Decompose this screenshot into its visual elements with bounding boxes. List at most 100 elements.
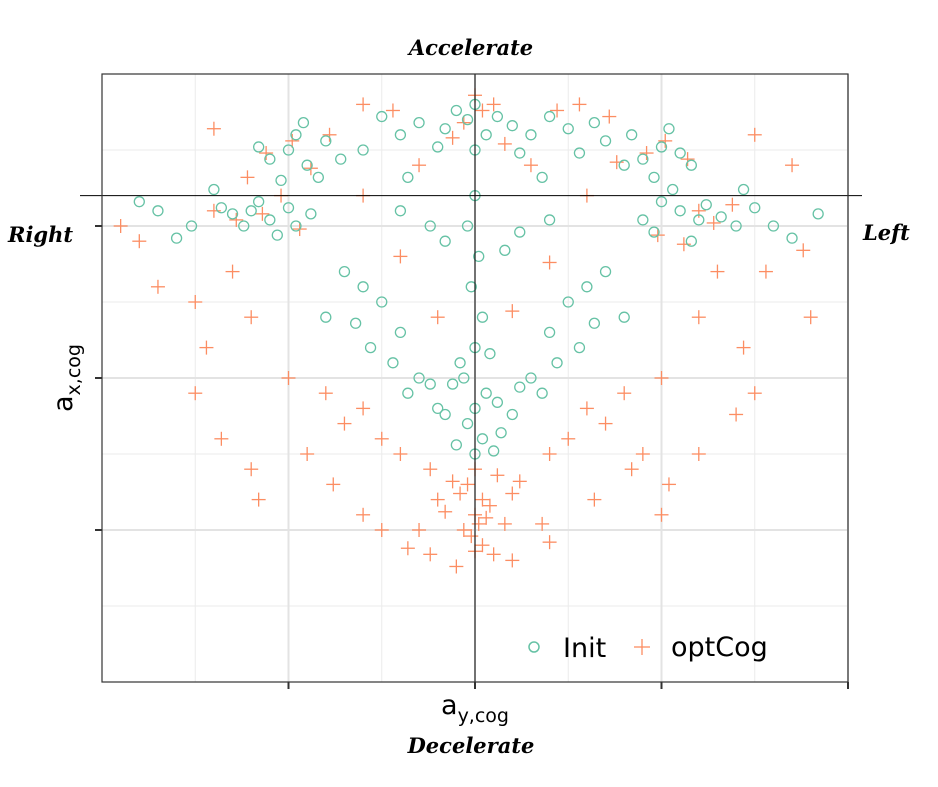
point-optcog	[475, 492, 490, 507]
point-optcog	[505, 304, 520, 319]
x-axis-label-sub: y,cog	[458, 705, 509, 727]
point-optcog	[654, 371, 669, 385]
point-optcog	[587, 492, 602, 507]
point-optcog	[486, 97, 501, 112]
point-optcog	[356, 507, 371, 522]
point-optcog	[423, 462, 438, 477]
point-init	[693, 214, 705, 226]
point-optcog	[803, 310, 818, 325]
point-optcog	[281, 371, 296, 385]
point-init	[514, 226, 526, 238]
point-init	[737, 183, 750, 196]
point-init	[376, 110, 388, 123]
point-init	[626, 129, 638, 141]
point-init	[648, 226, 660, 238]
point-optcog	[758, 264, 773, 279]
point-optcog	[609, 155, 624, 170]
point-init	[543, 214, 556, 226]
point-optcog	[658, 133, 673, 148]
point-optcog	[374, 523, 389, 537]
point-init	[465, 281, 477, 293]
point-init	[320, 135, 332, 147]
point-init	[618, 159, 630, 171]
point-init	[525, 129, 537, 141]
point-init	[245, 205, 257, 217]
point-optcog	[680, 152, 695, 167]
point-init	[588, 116, 601, 129]
point-init	[394, 129, 407, 141]
point-init	[506, 408, 518, 421]
point-init	[749, 202, 761, 214]
point-init	[357, 144, 369, 156]
point-optcog	[550, 103, 565, 118]
point-init	[450, 104, 463, 117]
point-optcog	[624, 462, 639, 477]
point-init	[476, 433, 489, 445]
point-optcog	[285, 133, 300, 148]
point-init	[170, 232, 183, 244]
point-optcog	[430, 310, 445, 325]
legend-marker-init	[528, 641, 540, 653]
point-optcog	[255, 206, 270, 221]
point-init	[599, 265, 612, 278]
point-optcog	[729, 407, 744, 422]
point-optcog	[400, 541, 415, 556]
point-init	[581, 281, 593, 293]
point-optcog	[385, 103, 400, 118]
point-init	[618, 311, 630, 323]
point-init	[424, 378, 436, 390]
point-optcog	[542, 447, 557, 461]
x-axis-label-main: a	[441, 690, 458, 721]
point-init	[786, 232, 798, 244]
point-optcog	[691, 447, 706, 461]
point-optcog	[542, 535, 557, 550]
point-init	[667, 183, 679, 196]
point-optcog	[337, 416, 352, 431]
point-optcog	[598, 416, 613, 431]
point-init	[454, 357, 466, 369]
point-init	[487, 445, 500, 457]
point-optcog	[132, 234, 147, 249]
point-optcog	[188, 386, 203, 401]
point-init	[506, 120, 518, 132]
y-axis-label: ax,cog	[48, 344, 85, 412]
point-init	[215, 202, 228, 214]
legend-label-init: Init	[563, 633, 606, 664]
point-optcog	[430, 492, 445, 507]
point-optcog	[356, 97, 371, 112]
point-init	[573, 147, 586, 159]
point-optcog	[113, 219, 128, 233]
point-init	[812, 208, 824, 220]
point-init	[599, 135, 612, 147]
point-optcog	[423, 547, 438, 562]
point-init	[413, 372, 425, 384]
point-init	[499, 244, 511, 256]
point-optcog	[725, 197, 740, 212]
point-init	[543, 326, 556, 339]
point-init	[271, 229, 283, 241]
point-init	[473, 250, 485, 263]
point-init	[376, 296, 388, 308]
point-init	[364, 341, 377, 354]
point-optcog	[602, 109, 617, 124]
point-optcog	[736, 340, 751, 355]
point-optcog	[486, 547, 501, 562]
point-optcog	[199, 340, 214, 355]
point-init	[446, 378, 459, 390]
point-init	[432, 402, 444, 415]
legend: Init optCog	[528, 632, 768, 664]
point-init	[663, 123, 675, 135]
point-optcog	[214, 431, 229, 446]
point-init	[491, 110, 504, 123]
annotation-right: Right	[7, 222, 73, 247]
point-init	[185, 220, 198, 232]
y-axis-label-sub: x,cog	[63, 344, 85, 395]
point-optcog	[322, 127, 337, 142]
x-axis-label: ay,cog	[441, 690, 509, 727]
point-init	[297, 116, 310, 129]
point-optcog	[479, 510, 494, 525]
point-optcog	[691, 203, 706, 218]
point-init	[674, 147, 686, 159]
